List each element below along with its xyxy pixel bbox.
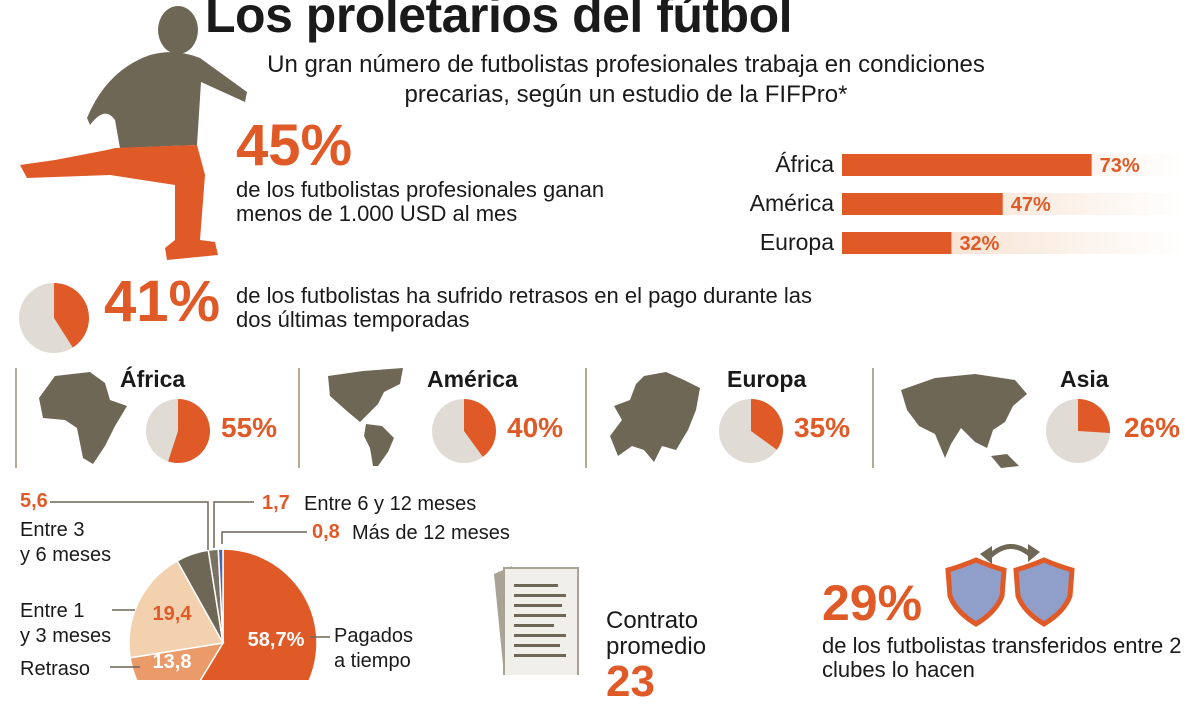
region-percent-africa: 55%: [221, 412, 278, 443]
asia-map-icon: [901, 374, 1027, 468]
region-name-america: América: [427, 366, 518, 392]
pie-leader-lines: [50, 501, 330, 668]
bar-value-label: 32%: [959, 233, 999, 255]
bar-category-label: África: [775, 151, 834, 177]
region-name-africa: África: [120, 366, 186, 392]
region-pie-europa: [719, 399, 783, 463]
pie-slice: [129, 642, 225, 680]
delay-12plus-value: 0,8: [312, 521, 340, 543]
bar-category-label: Europa: [760, 229, 834, 255]
europe-map-icon: [610, 372, 700, 462]
bar: [842, 232, 952, 254]
page-subtitle: Un gran número de futbolistas profesiona…: [267, 51, 985, 108]
region-pie-africa: [146, 399, 210, 463]
delay-1-3-label-line1: Entre 1: [20, 600, 85, 622]
region-percent-asia: 26%: [1124, 412, 1181, 443]
delay-pie-chart: [19, 283, 89, 353]
delay-6-12-value: 1,7: [262, 492, 290, 514]
page-title: Los proletarios del fútbol: [205, 0, 793, 43]
paid-on-time-label-line1: Pagados: [334, 625, 413, 647]
pie-slice: [751, 399, 783, 450]
delay-3-6-label-line2: y 6 meses: [20, 544, 112, 566]
pie-slice: [1078, 399, 1110, 434]
pie-slice: [217, 548, 224, 644]
delay-3-6-value: 5,6: [20, 490, 48, 512]
delay-text: de los futbolistas ha sufrido retrasos e…: [236, 283, 813, 332]
delay-3-6-label-line1: Entre 3: [20, 519, 85, 541]
pie-slice-label: 58,7%: [248, 629, 305, 651]
region-name-europa: Europa: [727, 366, 807, 392]
delay-1-3-label-line2: y 3 meses: [20, 625, 112, 647]
region-percent-europa: 35%: [794, 412, 851, 443]
pie-slice: [464, 399, 496, 457]
bar-value-label: 73%: [1100, 155, 1140, 177]
contract-label-line1: Contrato: [606, 607, 699, 634]
payment-delay-pie-chart: 58,7% 19,4 13,8: [128, 548, 318, 680]
delay-6-12-label: Entre 6 y 12 meses: [304, 493, 477, 515]
low-salary-text: de los futbolistas profesionales ganan m…: [236, 177, 605, 226]
region-percent-america: 40%: [507, 412, 564, 443]
player-torso: [87, 6, 247, 148]
america-map-icon: [328, 368, 403, 466]
transfer-illustration: [945, 544, 1075, 627]
paid-on-time-label-line2: a tiempo: [334, 650, 411, 672]
region-separator: [872, 368, 874, 468]
footballer-illustration: [20, 6, 247, 260]
contract-document-icon: [494, 566, 579, 675]
region-pie-asia: [1046, 399, 1110, 463]
delay-12plus-label: Más de 12 meses: [352, 522, 510, 544]
pie-slice: [128, 559, 225, 659]
bar: [842, 193, 1003, 215]
region-pie-america: [432, 399, 496, 463]
region-separator: [15, 368, 17, 468]
pie-slice: [199, 548, 318, 680]
pie-slice-label: 19,4: [153, 603, 193, 625]
contract-value: 23: [606, 657, 655, 706]
pie-slice: [54, 283, 89, 348]
pie-slice-label: 13,8: [153, 651, 192, 673]
pie-slice: [168, 399, 210, 463]
club-shield-icon: [945, 557, 1007, 627]
delay-percent: 41%: [104, 269, 221, 334]
region-name-asia: Asia: [1060, 366, 1109, 392]
swap-arrows-icon: [980, 544, 1040, 564]
africa-map-icon: [39, 372, 127, 464]
region-separator: [585, 368, 587, 468]
contract-label-line2: promedio: [606, 633, 707, 660]
club-shield-icon: [1013, 557, 1075, 627]
bar-value-label: 47%: [1011, 194, 1051, 216]
delay-retraso-label: Retraso: [20, 658, 91, 680]
salary-bar-chart: África 73% América 47% Europa 32%: [750, 151, 1184, 255]
transfers-percent: 29%: [822, 575, 923, 631]
bar-category-label: América: [750, 190, 835, 216]
region-separator: [298, 368, 300, 468]
low-salary-percent: 45%: [236, 113, 353, 178]
player-legs: [20, 145, 218, 260]
bar: [842, 154, 1092, 176]
